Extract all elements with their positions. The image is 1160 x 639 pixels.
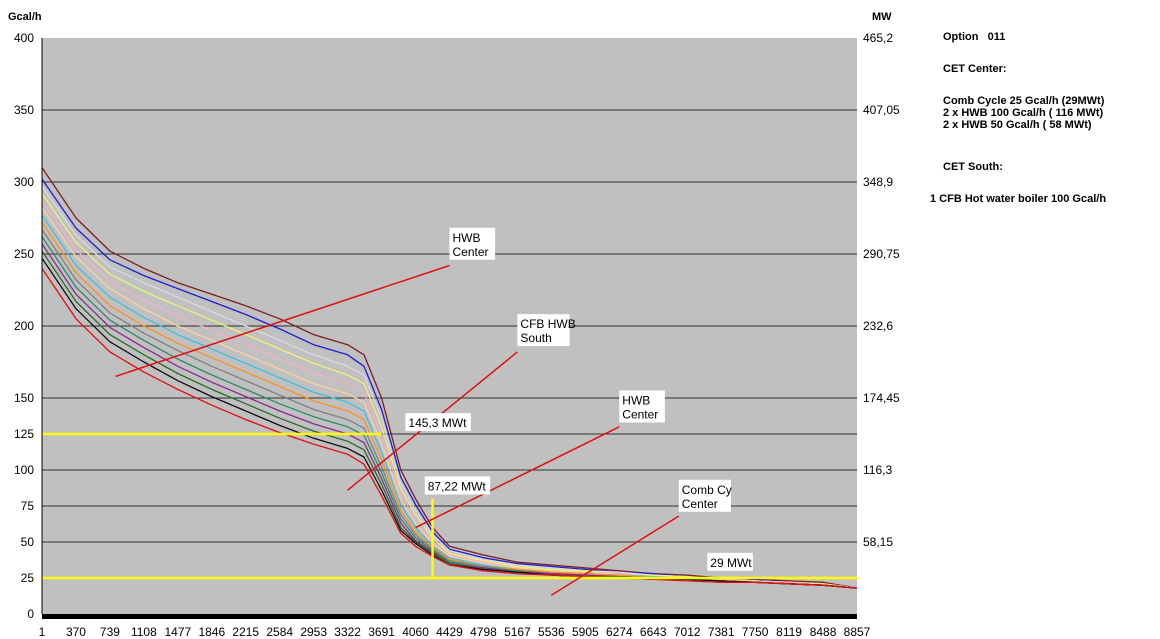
annotation-label-3-1: HWB [622, 393, 650, 407]
annotation-label-2-1: CFB HWB [520, 317, 575, 331]
x-axis-bar [42, 614, 857, 619]
x-tick-2215: 2215 [232, 625, 259, 639]
series-lines [41, 167, 858, 589]
annotation-box-3 [619, 390, 665, 423]
x-tick-5905: 5905 [572, 625, 599, 639]
x-tick-1846: 1846 [198, 625, 225, 639]
right-axis-unit: MW [872, 11, 892, 23]
x-tick-1477: 1477 [164, 625, 191, 639]
x-tick-6643: 6643 [640, 625, 667, 639]
y-tick-right-1: 58,15 [863, 535, 893, 549]
annotation-box-1 [449, 227, 496, 260]
annotation-box-7 [707, 552, 753, 571]
x-tick-7750: 7750 [742, 625, 769, 639]
gridlines [42, 109, 857, 579]
annotation-leader-3 [415, 426, 620, 529]
annotation-box-4 [678, 479, 731, 512]
x-tick-8857: 8857 [844, 625, 871, 639]
x-tick-5167: 5167 [504, 625, 531, 639]
annotation-box-6 [424, 476, 491, 495]
y-tick-right-7: 407,05 [863, 103, 900, 117]
y-tick-left-0: 0 [27, 607, 34, 621]
y-tick-right-3: 174,45 [863, 391, 900, 405]
series-line-7 [41, 214, 858, 589]
series-line-14 [41, 268, 858, 589]
x-tick-7381: 7381 [708, 625, 735, 639]
y-tick-left-150: 150 [14, 391, 34, 405]
y-tick-left-125: 125 [14, 427, 34, 441]
y-tick-left-50: 50 [21, 535, 35, 549]
x-tick-8488: 8488 [810, 625, 837, 639]
x-tick-370: 370 [66, 625, 86, 639]
y-tick-left-200: 200 [14, 319, 34, 333]
annotation-box-2 [517, 314, 570, 347]
x-tick-7012: 7012 [674, 625, 701, 639]
annotation-leader-4 [550, 515, 680, 596]
y-tick-left-25: 25 [21, 571, 35, 585]
y-tick-left-300: 300 [14, 175, 34, 189]
annotation-label-5-1: 145,3 MWt [408, 416, 467, 430]
y-tick-right-6: 348,9 [863, 175, 893, 189]
x-tick-4798: 4798 [470, 625, 497, 639]
x-tick-3691: 3691 [368, 625, 395, 639]
x-tick-4429: 4429 [436, 625, 463, 639]
y-tick-left-100: 100 [14, 463, 34, 477]
x-tick-6274: 6274 [606, 625, 633, 639]
y-tick-right-5: 290,75 [863, 247, 900, 261]
series-line-13 [41, 257, 858, 589]
x-tick-739: 739 [100, 625, 120, 639]
y-tick-left-350: 350 [14, 103, 34, 117]
x-tick-3322: 3322 [334, 625, 361, 639]
y-tick-left-400: 400 [14, 31, 34, 45]
annotation-label-1-2: Center [453, 245, 489, 259]
annotation-label-7-1: 29 MWt [710, 556, 752, 570]
x-tick-1: 1 [39, 625, 46, 639]
x-tick-2584: 2584 [266, 625, 293, 639]
annotation-label-4-2: Center [682, 497, 718, 511]
y-tick-right-8: 465,2 [863, 31, 893, 45]
annotation-box-5 [405, 413, 471, 432]
x-tick-8119: 8119 [776, 625, 802, 639]
annotation-label-6-1: 87,22 MWt [428, 479, 487, 493]
x-tick-1108: 1108 [131, 625, 157, 639]
x-tick-5536: 5536 [538, 625, 565, 639]
series-line-1 [41, 167, 858, 589]
axes: 0 25 50 75 100 125 150 200 250 300 350 400 58,15 116,… [14, 31, 900, 639]
annotation-label-1-1: HWB [453, 231, 481, 245]
left-axis-unit: Gcal/h [8, 11, 42, 23]
y-tick-left-250: 250 [14, 247, 34, 261]
y-tick-left-75: 75 [21, 499, 35, 513]
annotation-label-4-1: Comb Cy [682, 483, 732, 497]
x-tick-4060: 4060 [402, 625, 429, 639]
annotation-label-3-2: Center [622, 407, 658, 421]
x-tick-2953: 2953 [300, 625, 327, 639]
annotation-label-2-2: South [520, 331, 551, 345]
y-tick-right-4: 232,6 [863, 319, 893, 333]
reference-lines [42, 432, 857, 580]
annotation-leader-1 [115, 264, 450, 378]
y-tick-right-2: 116,3 [863, 463, 892, 477]
